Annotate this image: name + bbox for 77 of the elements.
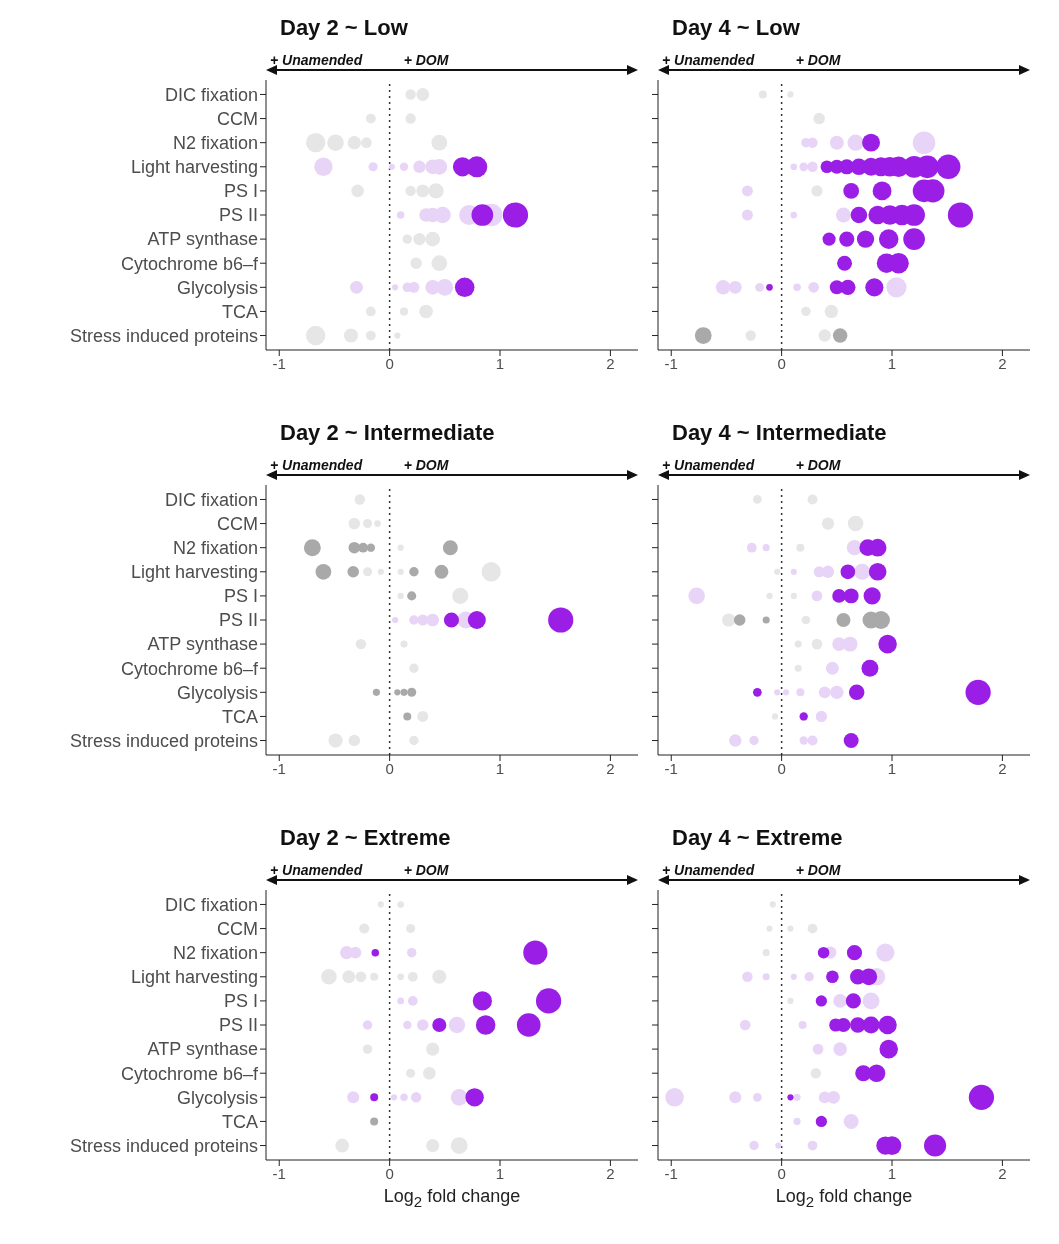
y-tick-label: PS II <box>218 205 258 226</box>
x-tick-label: 0 <box>777 759 786 777</box>
y-tick-label: CCM <box>217 513 258 534</box>
y-tick-label: N2 fixation <box>172 538 258 559</box>
text: + DOM <box>795 52 841 68</box>
y-tick-label: ATP synthase <box>147 634 258 655</box>
y-tick-label: PS II <box>218 1015 258 1036</box>
y-tick-label: ATP synthase <box>147 229 258 250</box>
x-tick-label: -1 <box>272 759 286 777</box>
x-tick-label: -1 <box>272 1164 286 1182</box>
y-tick-label: PS I <box>223 181 258 202</box>
x-tick-label: 2 <box>998 759 1007 777</box>
y-tick-label: PS II <box>218 610 258 631</box>
text: + Unamended <box>270 52 363 68</box>
y-tick-label: DIC fixation <box>164 489 258 510</box>
y-tick-label: Stress induced proteins <box>69 325 258 346</box>
y-tick-label: Cytochrome b6–f <box>120 253 259 274</box>
text: + DOM <box>795 862 841 878</box>
x-tick-label: 0 <box>385 759 394 777</box>
text: + DOM <box>403 457 449 473</box>
text: + Unamended <box>270 457 363 473</box>
y-tick-label: ATP synthase <box>147 1039 258 1060</box>
y-tick-label: N2 fixation <box>172 133 258 154</box>
y-tick-label: CCM <box>217 918 258 939</box>
chart-title: Day 4 ~ Intermediate <box>671 419 888 447</box>
y-tick-label: Cytochrome b6–f <box>120 1063 259 1084</box>
y-tick-label: Glycolysis <box>176 1087 258 1108</box>
chart-title: Day 4 ~ Extreme <box>671 824 844 852</box>
x-tick-label: 2 <box>998 1164 1007 1182</box>
x-axis-title: Log$_{2}$ fold change <box>774 1186 914 1210</box>
text: + DOM <box>403 52 449 68</box>
text: + Unamended <box>662 862 755 878</box>
text: + DOM <box>795 457 841 473</box>
chart-title: Day 2 ~ Extreme <box>279 824 452 852</box>
x-tick-label: -1 <box>664 1164 678 1182</box>
y-tick-label: Light harvesting <box>130 157 258 178</box>
x-tick-label: 0 <box>385 354 394 372</box>
x-tick-label: 2 <box>606 354 615 372</box>
y-tick-label: DIC fixation <box>164 84 258 105</box>
text: + Unamended <box>270 862 363 878</box>
x-axis-title: Log$_{2}$ fold change <box>382 1186 522 1210</box>
y-tick-label: PS I <box>223 991 258 1012</box>
y-tick-label: CCM <box>217 108 258 129</box>
y-tick-label: Glycolysis <box>176 277 258 298</box>
x-tick-label: 1 <box>495 1164 505 1182</box>
chart-title: Day 4 ~ Low <box>671 14 801 42</box>
x-tick-label: 2 <box>606 1164 615 1182</box>
x-tick-label: 2 <box>998 354 1007 372</box>
y-tick-label: TCA <box>222 1111 258 1132</box>
x-tick-label: 1 <box>887 759 897 777</box>
x-tick-label: 0 <box>777 354 786 372</box>
y-tick-label: TCA <box>222 301 258 322</box>
x-tick-label: 1 <box>887 354 897 372</box>
x-tick-label: -1 <box>664 354 678 372</box>
x-tick-label: 2 <box>606 759 615 777</box>
y-tick-label: Cytochrome b6–f <box>120 658 259 679</box>
x-tick-label: -1 <box>664 759 678 777</box>
x-tick-label: 0 <box>777 1164 786 1182</box>
x-tick-label: 0 <box>385 1164 394 1182</box>
y-tick-label: PS I <box>223 586 258 607</box>
y-tick-label: Light harvesting <box>130 562 258 583</box>
y-tick-label: Stress induced proteins <box>69 730 258 751</box>
x-tick-label: 1 <box>495 354 505 372</box>
x-tick-label: -1 <box>272 354 286 372</box>
y-tick-label: Light harvesting <box>130 967 258 988</box>
text: + Unamended <box>662 457 755 473</box>
y-tick-label: Stress induced proteins <box>69 1135 258 1156</box>
chart-title: Day 2 ~ Low <box>279 14 409 42</box>
y-tick-label: TCA <box>222 706 258 727</box>
y-tick-label: N2 fixation <box>172 943 258 964</box>
text: + Unamended <box>662 52 755 68</box>
y-tick-label: DIC fixation <box>164 894 258 915</box>
x-tick-label: 1 <box>887 1164 897 1182</box>
chart-title: Day 2 ~ Intermediate <box>279 419 496 447</box>
y-tick-label: Glycolysis <box>176 682 258 703</box>
text: + DOM <box>403 862 449 878</box>
x-tick-label: 1 <box>495 759 505 777</box>
